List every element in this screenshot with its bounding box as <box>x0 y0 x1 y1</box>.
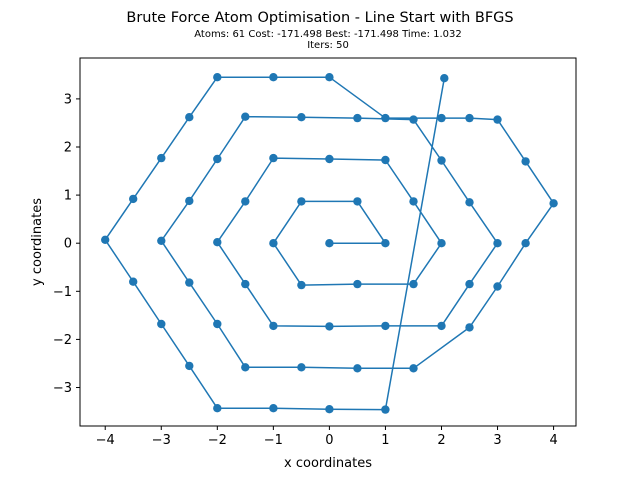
axis-ticks: −4 −3 −2 −1 0 1 2 3 4 −3 −2 −1 0 1 2 3 <box>53 92 558 448</box>
data-point-16 <box>269 321 278 331</box>
chart-title: Brute Force Atom Optimisation - Line Sta… <box>126 10 513 26</box>
data-point-12 <box>269 153 278 163</box>
data-point-52 <box>101 235 110 244</box>
data-point-59 <box>381 405 390 414</box>
y-axis-label: y coordinates <box>30 198 45 286</box>
x-tick-label: −1 <box>264 433 283 448</box>
data-point-36 <box>409 364 418 373</box>
data-point-42 <box>493 115 502 124</box>
x-tick-label: −4 <box>96 433 115 448</box>
data-point-49 <box>185 113 194 122</box>
x-axis-label: x coordinates <box>284 456 372 471</box>
data-point-47 <box>269 73 278 82</box>
data-point-34 <box>297 363 306 372</box>
data-point-8 <box>437 239 446 248</box>
data-point-17 <box>325 322 334 331</box>
data-point-30 <box>157 236 166 245</box>
data-point-57 <box>269 404 278 413</box>
data-point-37 <box>465 323 474 332</box>
data-point-14 <box>213 238 222 247</box>
data-point-9 <box>409 197 418 206</box>
x-tick-label: 3 <box>493 433 501 448</box>
data-point-58 <box>325 405 334 414</box>
data-point-43 <box>465 113 474 123</box>
data-point-6 <box>353 279 362 289</box>
x-tick-label: 1 <box>381 433 389 448</box>
data-point-5 <box>297 280 306 290</box>
data-point-40 <box>549 199 558 208</box>
series-marks <box>101 73 558 414</box>
data-point-33 <box>241 363 250 372</box>
data-point-45 <box>381 113 390 123</box>
data-point-19 <box>437 321 446 331</box>
data-point-54 <box>157 319 166 329</box>
data-point-60 <box>440 74 449 83</box>
x-tick-label: −3 <box>152 433 171 448</box>
y-tick-label: −1 <box>53 285 72 300</box>
data-point-56 <box>213 404 222 413</box>
y-tick-label: 1 <box>64 189 72 204</box>
y-tick-label: 2 <box>64 140 72 155</box>
x-tick-label: 4 <box>549 433 557 448</box>
data-point-11 <box>325 154 334 164</box>
data-point-41 <box>521 157 530 166</box>
data-point-27 <box>241 112 250 121</box>
data-point-13 <box>241 197 250 206</box>
data-point-20 <box>465 279 474 289</box>
data-point-22 <box>465 198 474 207</box>
data-point-55 <box>185 361 194 371</box>
data-point-48 <box>213 73 222 82</box>
data-point-10 <box>381 155 390 165</box>
y-tick-label: −2 <box>53 333 72 348</box>
data-point-2 <box>353 197 362 206</box>
data-point-28 <box>213 154 222 164</box>
data-point-44 <box>437 113 446 123</box>
plot-area <box>79 57 577 427</box>
data-point-25 <box>353 113 362 123</box>
x-tick-label: −2 <box>208 433 227 448</box>
data-point-39 <box>521 239 530 248</box>
x-tick-label: 0 <box>325 433 333 448</box>
x-tick-label: 2 <box>437 433 445 448</box>
data-point-3 <box>297 197 306 206</box>
data-point-38 <box>493 282 502 291</box>
data-point-46 <box>325 73 334 82</box>
y-tick-label: 3 <box>64 92 72 107</box>
plot-frame <box>79 57 577 427</box>
data-point-18 <box>381 321 390 331</box>
data-point-29 <box>185 196 194 206</box>
y-tick-label: −3 <box>53 381 72 396</box>
data-point-4 <box>269 239 278 248</box>
data-point-23 <box>437 156 446 165</box>
data-point-0 <box>325 239 334 248</box>
y-tick-label: 0 <box>64 237 72 252</box>
data-point-51 <box>129 194 138 204</box>
data-point-31 <box>185 278 194 287</box>
data-point-32 <box>213 319 222 329</box>
chart-subtitle-line-1: Atoms: 61 Cost: -171.498 Best: -171.498 … <box>194 29 462 40</box>
data-point-24 <box>409 115 418 124</box>
data-point-53 <box>129 277 138 286</box>
data-point-1 <box>381 239 390 248</box>
data-point-7 <box>409 279 418 289</box>
data-point-21 <box>493 239 502 248</box>
data-point-26 <box>297 113 306 122</box>
chart-subtitle-line-2: Iters: 50 <box>307 40 349 51</box>
data-point-15 <box>241 279 250 289</box>
data-point-35 <box>353 364 362 373</box>
data-point-50 <box>157 153 166 163</box>
